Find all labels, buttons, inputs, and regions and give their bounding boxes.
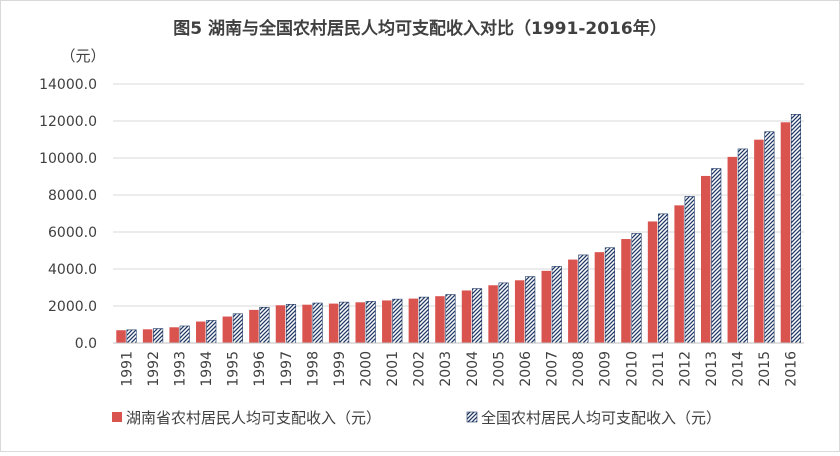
bar-hunan bbox=[594, 252, 605, 343]
bar-national bbox=[498, 282, 509, 344]
bar-national bbox=[365, 301, 376, 344]
bar-national bbox=[604, 247, 615, 344]
bar-hunan bbox=[408, 298, 419, 343]
bar-national bbox=[551, 266, 562, 344]
bar-national bbox=[312, 302, 323, 344]
bar-national bbox=[471, 288, 483, 344]
x-tick-label: 1991 bbox=[119, 351, 135, 387]
x-tick-label: 2016 bbox=[784, 351, 800, 387]
y-tick-label: 10000.0 bbox=[39, 151, 97, 167]
y-tick-label: 4000.0 bbox=[48, 262, 97, 278]
bar-hunan bbox=[647, 221, 658, 343]
x-tick-label: 2014 bbox=[731, 351, 747, 387]
bar-hunan bbox=[754, 139, 764, 343]
bar-hunan bbox=[196, 321, 206, 343]
y-tick-label: 0.0 bbox=[75, 336, 97, 352]
bar-national bbox=[711, 168, 722, 344]
bars bbox=[116, 114, 802, 344]
bar-hunan bbox=[541, 270, 552, 343]
bar-hunan bbox=[249, 309, 259, 343]
x-tick-label: 1997 bbox=[279, 351, 295, 387]
bar-national bbox=[232, 313, 243, 344]
bar-hunan bbox=[302, 304, 312, 343]
bar-national bbox=[392, 298, 403, 344]
bar-national bbox=[684, 196, 695, 344]
x-tick-label: 2003 bbox=[438, 351, 454, 387]
y-tick-label: 14000.0 bbox=[39, 77, 97, 93]
bar-national bbox=[259, 306, 270, 344]
bar-hunan bbox=[488, 285, 498, 343]
x-tick-label: 1996 bbox=[252, 351, 268, 387]
x-tick-label: 2006 bbox=[518, 351, 534, 387]
legend-label-hunan: 湖南省农村居民人均可支配收入（元） bbox=[126, 409, 381, 427]
x-tick-label: 2013 bbox=[704, 351, 720, 387]
bar-hunan bbox=[435, 296, 445, 343]
y-tick-label: 12000.0 bbox=[39, 114, 97, 130]
bar-hunan bbox=[275, 305, 286, 343]
bar-hunan bbox=[116, 330, 126, 343]
bar-hunan bbox=[222, 316, 233, 343]
bar-national bbox=[206, 320, 217, 344]
bar-national bbox=[339, 301, 350, 344]
bar-national bbox=[737, 148, 748, 344]
bar-hunan bbox=[621, 239, 631, 343]
legend-swatch-hunan bbox=[112, 412, 122, 422]
y-axis-tick-labels: 0.0 2000.0 4000.0 6000.0 8000.0 10000.0 12000.… bbox=[39, 77, 97, 352]
x-tick-label: 2005 bbox=[491, 351, 507, 387]
bar-national bbox=[658, 213, 669, 344]
x-tick-label: 2010 bbox=[624, 351, 640, 387]
bar-national bbox=[153, 328, 164, 344]
legend-label-national: 全国农村居民人均可支配收入（元） bbox=[481, 409, 721, 427]
chart-title: 图5 湖南与全国农村居民人均可支配收入对比（1991-2016年） bbox=[173, 18, 666, 39]
x-tick-label: 2002 bbox=[412, 351, 428, 387]
bar-hunan bbox=[461, 290, 472, 343]
x-tick-label: 2009 bbox=[598, 351, 614, 387]
bar-hunan bbox=[382, 300, 392, 343]
bar-hunan bbox=[355, 302, 365, 343]
x-tick-label: 2011 bbox=[651, 351, 667, 387]
bar-national bbox=[445, 294, 456, 344]
x-tick-label: 2004 bbox=[465, 351, 481, 387]
bar-national bbox=[179, 325, 190, 344]
x-axis-tick-labels: 1991 1992 1993 1994 1995 1996 1997 1998 1999 2000… bbox=[119, 351, 799, 387]
bar-national bbox=[631, 233, 642, 344]
bar-national bbox=[126, 329, 137, 344]
legend-swatch-national bbox=[466, 411, 478, 423]
y-tick-label: 2000.0 bbox=[48, 299, 97, 315]
bar-national bbox=[525, 276, 536, 344]
y-axis-unit-label: （元） bbox=[60, 47, 105, 65]
bar-national bbox=[790, 114, 802, 344]
bar-national bbox=[285, 304, 297, 344]
legend: 湖南省农村居民人均可支配收入（元） 全国农村居民人均可支配收入（元） bbox=[112, 409, 721, 427]
bar-hunan bbox=[568, 259, 578, 343]
x-tick-label: 2015 bbox=[757, 351, 773, 387]
x-tick-label: 1993 bbox=[172, 351, 188, 387]
x-tick-label: 2001 bbox=[385, 351, 401, 387]
bar-hunan bbox=[700, 175, 711, 343]
x-tick-label: 2008 bbox=[571, 351, 587, 387]
bar-hunan bbox=[328, 303, 339, 343]
y-tick-label: 8000.0 bbox=[48, 188, 97, 204]
x-tick-label: 2012 bbox=[677, 351, 693, 387]
x-tick-label: 2000 bbox=[358, 351, 374, 387]
bar-hunan bbox=[674, 205, 684, 343]
bar-hunan bbox=[169, 327, 179, 343]
bar-national bbox=[764, 131, 775, 344]
x-tick-label: 1995 bbox=[226, 351, 242, 387]
x-tick-label: 1998 bbox=[305, 351, 321, 387]
y-tick-label: 6000.0 bbox=[48, 225, 97, 241]
x-tick-label: 1999 bbox=[332, 351, 348, 387]
bar-hunan bbox=[727, 156, 738, 343]
bar-hunan bbox=[142, 329, 153, 343]
x-tick-label: 1992 bbox=[146, 351, 162, 387]
x-tick-label: 2007 bbox=[545, 351, 561, 387]
bar-hunan bbox=[514, 280, 525, 343]
x-tick-label: 1994 bbox=[199, 351, 215, 387]
gridlines bbox=[113, 83, 804, 307]
bar-national bbox=[418, 296, 429, 344]
bar-hunan bbox=[780, 122, 791, 343]
bar-national bbox=[578, 254, 589, 344]
